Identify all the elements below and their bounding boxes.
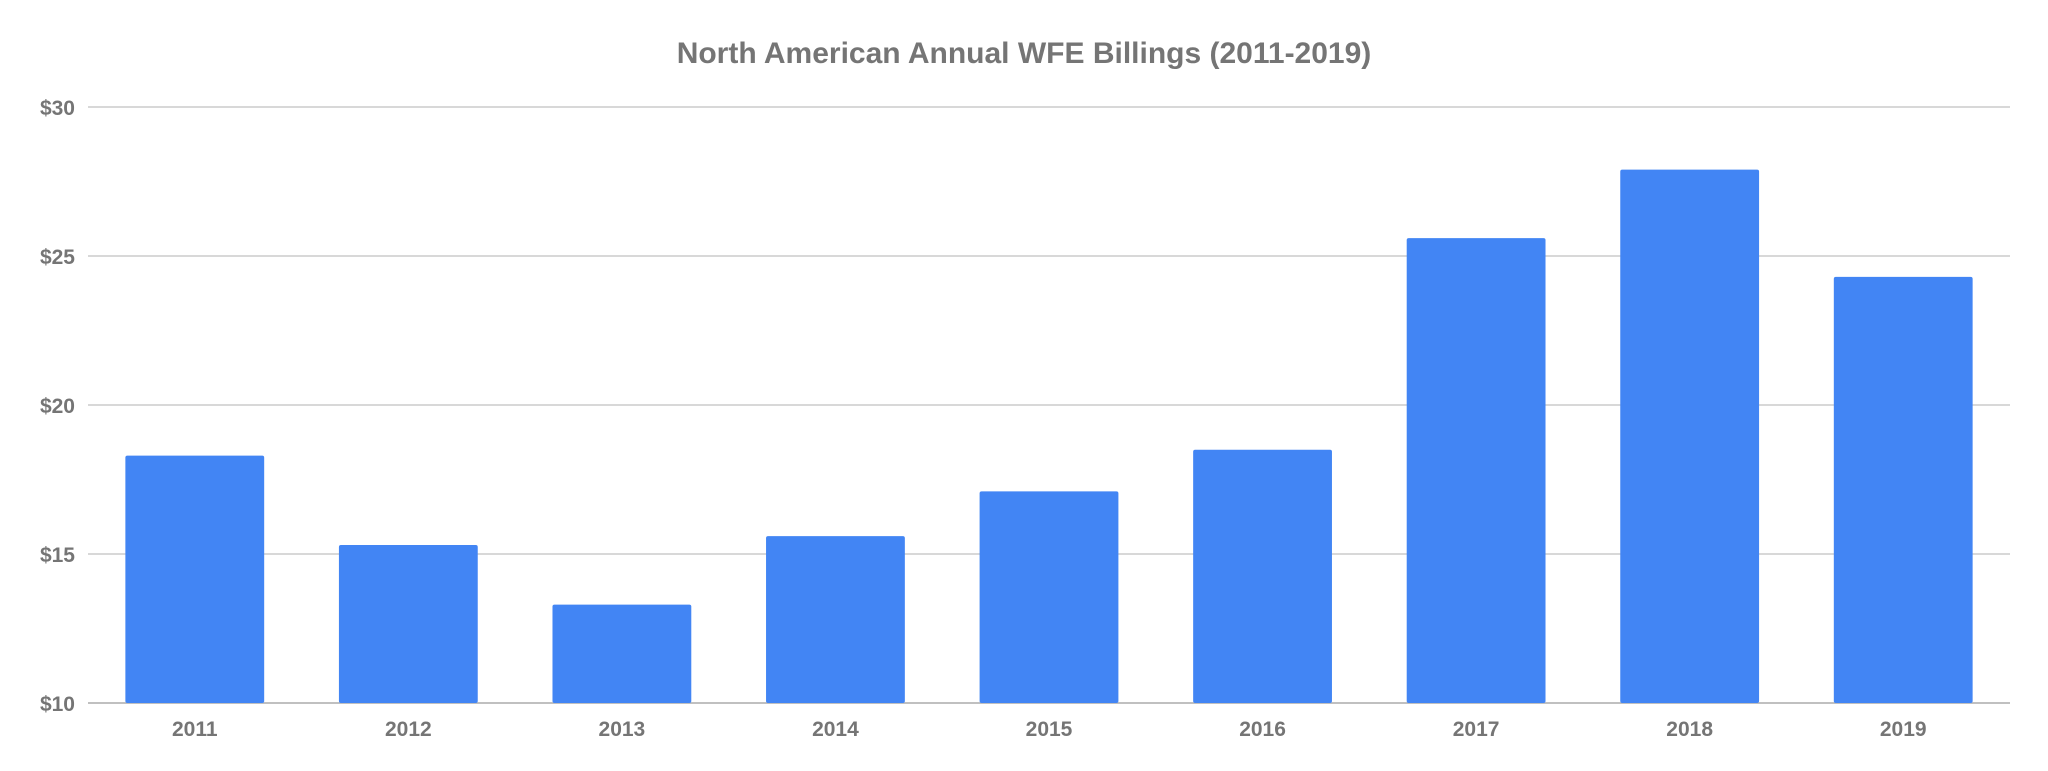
bar-2018 [1620, 169, 1760, 703]
x-tick-label: 2012 [385, 718, 432, 741]
bar-2015 [979, 491, 1119, 703]
x-tick-label: 2013 [599, 718, 646, 741]
x-tick-label: 2017 [1453, 718, 1500, 741]
x-tick-label: 2018 [1666, 718, 1713, 741]
y-tick-label: $20 [40, 395, 75, 418]
y-tick-label: $15 [40, 544, 75, 567]
y-tick-label: $10 [40, 693, 75, 716]
x-tick-label: 2011 [172, 718, 218, 741]
bar-2019 [1833, 276, 1973, 703]
bar-2016 [1193, 449, 1332, 703]
x-tick-label: 2014 [812, 718, 859, 741]
x-tick-label: 2016 [1239, 718, 1286, 741]
bar-2012 [338, 545, 478, 703]
bar-2011 [125, 455, 265, 703]
bars [125, 169, 1973, 703]
bar-2017 [1406, 238, 1546, 703]
y-axis-tick-labels: $10 $15 $20 $25 $30 [40, 97, 75, 716]
y-tick-label: $30 [40, 97, 75, 120]
bar-2014 [766, 536, 905, 703]
x-tick-label: 2015 [1026, 718, 1073, 741]
bar-2013 [552, 604, 692, 703]
y-tick-label: $25 [40, 246, 75, 269]
x-axis-tick-labels: 2011 2012 2013 2014 2015 2016 2017 2018 2019 [172, 718, 1927, 741]
x-tick-label: 2019 [1880, 718, 1927, 741]
chart-title: North American Annual WFE Billings (2011… [677, 37, 1372, 70]
